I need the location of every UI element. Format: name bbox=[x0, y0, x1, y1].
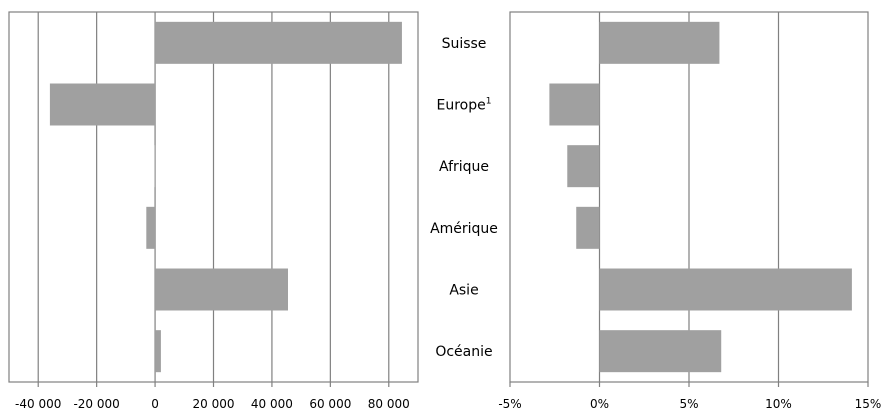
category-label: Asie bbox=[449, 283, 478, 299]
category-label: Amérique bbox=[430, 221, 498, 237]
right-chart-bar-asie bbox=[599, 268, 852, 311]
left-chart-bar-amérique bbox=[146, 206, 156, 249]
left-chart-tick-label: 0 bbox=[151, 397, 159, 411]
left-chart-bar-afrique bbox=[154, 145, 156, 188]
category-label: Afrique bbox=[439, 159, 489, 175]
footnote-marker: 1 bbox=[486, 97, 492, 107]
left-chart-tick-label: 60 000 bbox=[309, 397, 351, 411]
right-chart-tick-label: -5% bbox=[498, 397, 521, 411]
left-chart-tick-label: 40 000 bbox=[251, 397, 293, 411]
right-chart-bar-afrique bbox=[567, 145, 600, 188]
left-chart-bar-océanie bbox=[155, 330, 161, 373]
right-chart-bar-suisse bbox=[599, 21, 720, 64]
right-chart-tick-label: 5% bbox=[679, 397, 698, 411]
left-chart-tick-label: 80 000 bbox=[368, 397, 410, 411]
category-label: Suisse bbox=[442, 36, 487, 52]
left-chart-tick-label: -20 000 bbox=[73, 397, 119, 411]
right-chart-bar-amérique bbox=[576, 206, 600, 249]
left-chart-bar-europe bbox=[49, 83, 156, 126]
left-chart-tick-label: -40 000 bbox=[15, 397, 61, 411]
left-chart-bar-suisse bbox=[155, 21, 402, 64]
right-chart-bar-europe bbox=[549, 83, 600, 126]
left-chart-tick-label: 20 000 bbox=[193, 397, 235, 411]
right-chart-tick-label: 10% bbox=[765, 397, 792, 411]
right-chart-tick-label: 15% bbox=[855, 397, 882, 411]
right-chart-bar-océanie bbox=[599, 330, 722, 373]
right-chart-tick-label: 0% bbox=[590, 397, 609, 411]
left-chart-bar-asie bbox=[155, 268, 288, 311]
category-label: Océanie bbox=[435, 344, 492, 360]
category-label: Europe1 bbox=[437, 97, 492, 114]
